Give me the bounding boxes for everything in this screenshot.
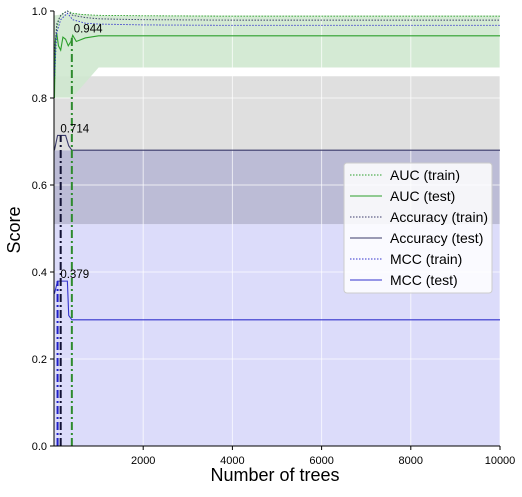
auc-band — [54, 13, 501, 98]
x-axis-label: Number of trees — [210, 465, 339, 485]
grey-band — [54, 76, 501, 151]
legend-label-accuracy-train: Accuracy (train) — [390, 209, 488, 225]
annotations: 0.944 0.714 0.379 — [60, 23, 103, 281]
axes — [53, 11, 500, 447]
x-tick-label: 2000 — [131, 455, 155, 467]
legend-label-auc-test: AUC (test) — [390, 188, 455, 204]
annotation-label: 0.944 — [74, 23, 103, 35]
legend-label-mcc-train: MCC (train) — [390, 251, 462, 267]
x-tick-label: 10000 — [485, 455, 516, 467]
annotation-label: 0.379 — [60, 269, 89, 281]
x-tick-label: 6000 — [309, 455, 333, 467]
series-line-accuracy-train — [53, 10, 500, 55]
series-line-auc-train — [53, 10, 500, 85]
legend-label-accuracy-test: Accuracy (test) — [390, 230, 483, 246]
y-axis-label: Score — [4, 206, 24, 253]
x-tick-label: 8000 — [399, 455, 423, 467]
y-tick-label: 0.8 — [32, 93, 47, 105]
optimum-markers — [56, 35, 73, 446]
y-tick-label: 0.6 — [32, 180, 47, 192]
y-tick-label: 0.4 — [32, 267, 47, 279]
y-tick-label: 0.2 — [32, 354, 47, 366]
legend: AUC (train) AUC (test) Accuracy (train) Acc… — [343, 162, 493, 294]
x-tick-label: 4000 — [220, 455, 244, 467]
tick-labels: 2000 4000 6000 8000 10000 0.0 0.2 0.4 0.6 0.8 1.0 — [32, 6, 516, 467]
legend-label-auc-train: AUC (train) — [390, 167, 460, 183]
y-tick-label: 0.0 — [32, 441, 47, 453]
legend-label-mcc-test: MCC (test) — [390, 272, 458, 288]
series-line-mcc-train — [53, 12, 500, 77]
y-tick-label: 1.0 — [32, 6, 47, 18]
annotation-label: 0.714 — [60, 123, 89, 135]
